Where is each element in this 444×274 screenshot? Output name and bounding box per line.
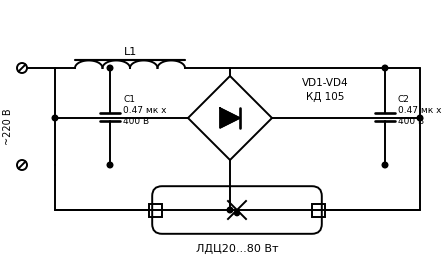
Circle shape (234, 211, 239, 216)
Circle shape (107, 162, 113, 168)
Circle shape (107, 65, 113, 71)
Text: ~220 В: ~220 В (3, 108, 13, 145)
Circle shape (382, 65, 388, 71)
Text: VD1-VD4
КД 105: VD1-VD4 КД 105 (301, 78, 348, 102)
Text: L1: L1 (123, 47, 137, 57)
Bar (312, 204, 325, 216)
Circle shape (52, 115, 58, 121)
Circle shape (227, 207, 233, 213)
Polygon shape (220, 108, 240, 128)
Text: С1
0.47 мк х
400 В: С1 0.47 мк х 400 В (123, 95, 166, 126)
Bar (149, 204, 162, 216)
Circle shape (417, 115, 423, 121)
Circle shape (382, 162, 388, 168)
Text: ЛДЦ20...80 Вт: ЛДЦ20...80 Вт (196, 244, 278, 254)
Text: С2
0.47 мк х
400 В: С2 0.47 мк х 400 В (398, 95, 441, 126)
